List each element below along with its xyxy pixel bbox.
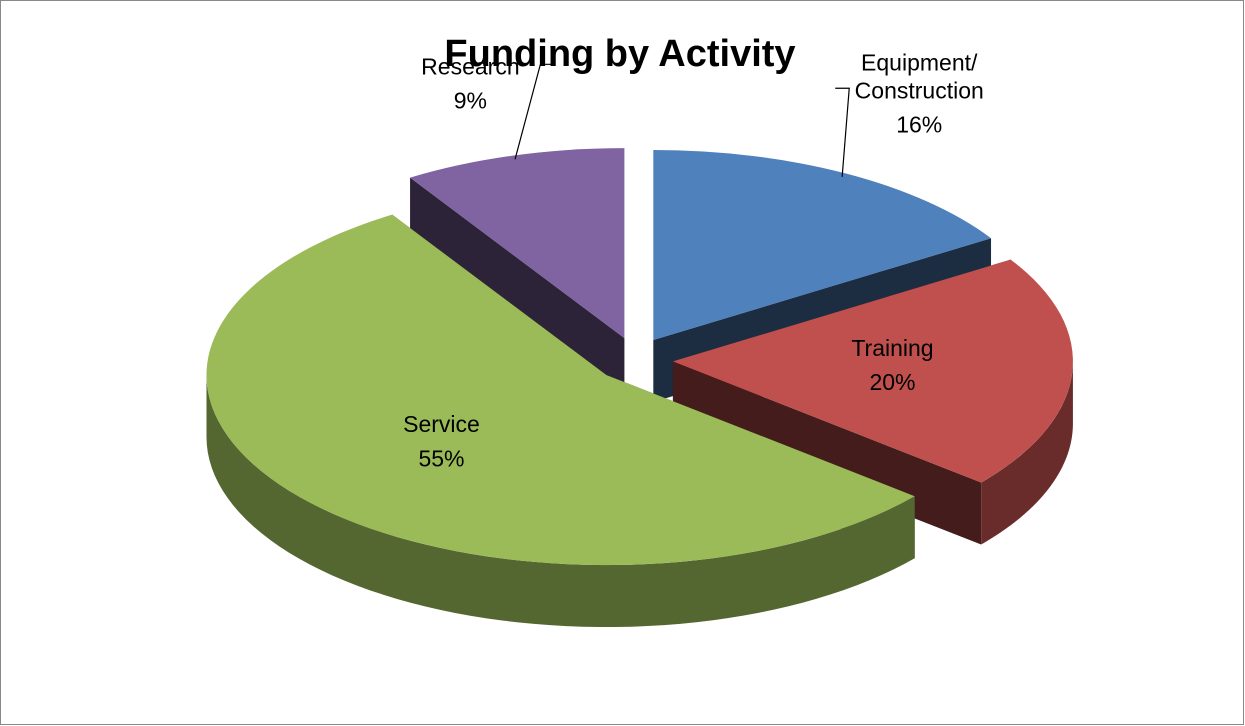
- category-label: Research: [421, 53, 519, 79]
- chart-title: Funding by Activity: [444, 33, 795, 75]
- slice-top: [410, 148, 625, 339]
- value-label: 9%: [454, 87, 487, 113]
- leader-line: [835, 87, 850, 177]
- value-label: 55%: [418, 445, 464, 471]
- slice-wall: [981, 361, 1073, 545]
- slice-top: [672, 259, 1073, 483]
- slice: [410, 148, 625, 401]
- value-label: 16%: [896, 111, 942, 137]
- category-label: Training: [851, 335, 933, 361]
- slice-top: [206, 214, 915, 566]
- category-label: Service: [403, 411, 480, 437]
- slice-side: [410, 177, 625, 401]
- leader-line: [514, 63, 555, 160]
- category-label: Equipment/Construction: [855, 49, 984, 103]
- slice-wall: [206, 375, 915, 628]
- slice: [206, 214, 915, 628]
- value-label: 20%: [869, 369, 915, 395]
- slice-top: [653, 150, 992, 341]
